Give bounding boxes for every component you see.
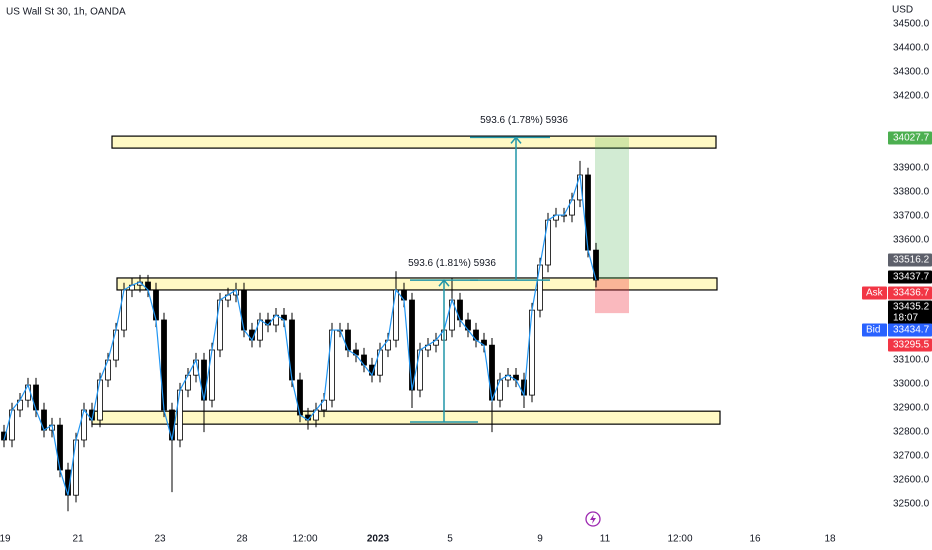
price-badge-label: 33435.2 (893, 302, 930, 313)
price-badge (888, 270, 932, 284)
measure-arrowhead (438, 278, 450, 287)
zone (111, 135, 717, 149)
zone (116, 277, 718, 291)
y-tick-label: 32700.0 (893, 451, 930, 462)
price-badge-label: 33436.7 (893, 288, 930, 299)
x-tick-label: 11 (600, 534, 611, 545)
y-tick-label: 33800.0 (893, 187, 930, 198)
x-tick-label: 16 (749, 534, 761, 545)
price-badge (888, 131, 932, 145)
x-tick-label: 21 (72, 534, 84, 545)
zone (91, 410, 721, 425)
measure-label: 593.6 (1.81%) 5936 (408, 258, 496, 269)
x-tick-label: 28 (236, 534, 248, 545)
y-tick-label: 32900.0 (893, 403, 930, 414)
price-badge (888, 300, 932, 325)
price-badge (888, 286, 932, 300)
x-tick-label: 9 (537, 534, 543, 545)
currency: USD (892, 5, 913, 16)
x-tick-label: 12:00 (292, 534, 317, 545)
y-tick-label: 34200.0 (893, 91, 930, 102)
x-tick-label: 18 (824, 534, 836, 545)
y-tick-label: 32800.0 (893, 427, 930, 438)
price-badge (888, 338, 932, 352)
measure-label: 593.6 (1.78%) 5936 (480, 115, 568, 126)
x-tick-label: 23 (154, 534, 166, 545)
measure-arrowhead (510, 136, 522, 144)
y-tick-label: 34400.0 (893, 43, 930, 54)
y-tick-label: 32500.0 (893, 499, 930, 510)
y-tick-label: 34500.0 (893, 19, 930, 30)
x-tick-label: 19 (0, 534, 11, 545)
countdown: 18:07 (893, 313, 918, 324)
y-tick-label: 32600.0 (893, 475, 930, 486)
y-tick-label: 33600.0 (893, 235, 930, 246)
y-tick-label: 33900.0 (893, 163, 930, 174)
close-line (3, 174, 597, 496)
price-badge (888, 323, 932, 337)
price-badge-label: 34027.7 (893, 133, 930, 144)
x-tick-label: 5 (447, 534, 453, 545)
y-tick-label: 34300.0 (893, 67, 930, 78)
price-badge-label: 33437.7 (893, 272, 930, 283)
chart-title: US Wall St 30, 1h, OANDA (6, 7, 126, 18)
target-area (595, 137, 629, 279)
price-badge-label: 33434.7 (893, 325, 930, 336)
price-badge (888, 253, 932, 267)
y-tick-label: 33000.0 (893, 379, 930, 390)
lightning-icon[interactable] (585, 511, 601, 527)
price-badge-label: 33295.5 (893, 340, 930, 351)
y-tick-label: 33700.0 (893, 211, 930, 222)
x-tick-label: 12:00 (667, 534, 692, 545)
price-tag (862, 323, 887, 337)
price-tag (862, 286, 887, 300)
price-badge-label: 33516.2 (893, 255, 930, 266)
price-tag-label: Bid (866, 325, 880, 336)
y-tick-label: 33100.0 (893, 355, 930, 366)
icon-bolt (590, 514, 596, 524)
icon-circle (585, 511, 601, 527)
price-tag-label: Ask (866, 288, 884, 299)
stop-area (595, 278, 629, 314)
x-tick-label: 2023 (367, 534, 390, 545)
